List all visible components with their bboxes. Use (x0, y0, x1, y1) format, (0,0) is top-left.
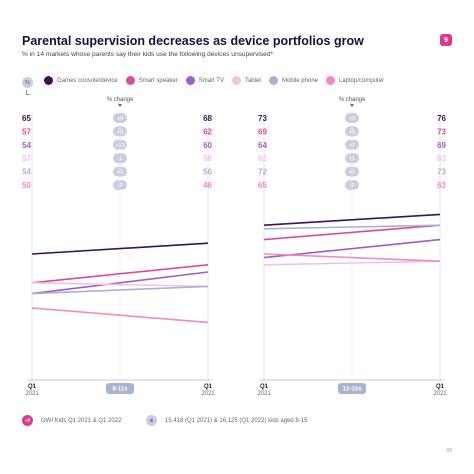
legend-item: Games console/device (44, 76, 118, 85)
base-text: 15,418 (Q1 2021) & 16,125 (Q1 2022) kids… (165, 417, 308, 424)
legend-swatch (185, 76, 195, 85)
change-value: +3 (349, 116, 355, 122)
legend-label: Tablet (244, 77, 261, 84)
value-2022: 46 (203, 181, 212, 190)
value-2021: 65 (22, 114, 31, 123)
page-title: Parental supervision decreases as device… (22, 34, 364, 48)
series-line (31, 307, 209, 324)
legend: Games console/device Smart speaker Smart… (44, 76, 384, 85)
value-2022: 73 (437, 168, 446, 177)
source-icon: +8 (22, 415, 33, 426)
x-tick-year: 2021 (25, 391, 39, 397)
change-pill (345, 153, 359, 164)
x-tick-year: 2022 (433, 391, 447, 397)
x-tick-year: 2021 (257, 391, 271, 397)
legend-swatch (326, 76, 335, 85)
group-label: 8-11s (112, 387, 128, 393)
footer-source: +8 GWI Kids Q1 2021 & Q1 2022 (22, 415, 121, 426)
value-2022: 56 (203, 154, 212, 163)
value-2021: 73 (258, 114, 267, 123)
source-text: GWI Kids Q1 2021 & Q1 2022 (41, 417, 122, 424)
value-2021: 72 (258, 168, 267, 177)
series-line (263, 260, 441, 266)
change-pill (345, 126, 359, 137)
series-line (31, 271, 209, 295)
value-2022: 62 (203, 127, 212, 136)
value-2022: 69 (437, 141, 446, 150)
page-number: 09 (446, 448, 452, 454)
value-2021: 57 (22, 154, 31, 163)
value-2021: 54 (22, 168, 31, 177)
x-tick-q: Q1 (28, 384, 37, 390)
value-2021: 69 (258, 127, 267, 136)
legend-item: Laptop/computer (326, 76, 384, 85)
value-2021: 65 (258, 181, 267, 190)
series-line (263, 224, 441, 230)
legend-item: Mobile phone (268, 76, 318, 85)
change-pill (113, 153, 127, 164)
legend-label: Smart TV (198, 77, 224, 84)
legend-label: Laptop/computer (339, 77, 385, 84)
x-tick-q: Q1 (204, 384, 213, 390)
x-tick-year: 2022 (201, 391, 215, 397)
value-2022: 73 (437, 127, 446, 136)
value-2022: 68 (203, 114, 212, 123)
x-tick-q: Q1 (436, 384, 445, 390)
legend-item: Tablet (231, 76, 261, 85)
series-line (31, 264, 209, 284)
series-line (263, 213, 441, 226)
pointer-arrow-icon (26, 90, 30, 95)
series-line (31, 242, 209, 255)
series-line (263, 224, 441, 241)
series-line (31, 285, 209, 295)
change-pill (113, 166, 127, 177)
legend-swatch (268, 76, 278, 85)
page-badge: 9 (440, 34, 452, 46)
legend-label: Games console/device (57, 77, 118, 84)
change-header: % change (107, 97, 134, 103)
series-line (263, 253, 441, 262)
value-2022: 60 (203, 141, 212, 150)
group-label: 12-15s (343, 387, 362, 393)
change-pill (113, 126, 127, 137)
value-2022: 76 (437, 114, 446, 123)
base-icon: ⊕ (146, 415, 157, 426)
legend-swatch (44, 76, 53, 85)
value-2021: 62 (258, 154, 267, 163)
change-value: +4 (117, 116, 123, 122)
legend-label: Smart speaker (138, 77, 178, 84)
series-line (31, 282, 209, 288)
legend-item: Smart speaker (125, 76, 178, 85)
legend-label: Mobile phone (281, 77, 318, 84)
change-value: -1 (118, 156, 123, 162)
percent-icon: % (22, 77, 33, 88)
value-2022: 63 (437, 154, 446, 163)
value-2021: 54 (22, 141, 31, 150)
group-pill (338, 383, 366, 394)
legend-swatch (231, 76, 241, 85)
change-pill (345, 166, 359, 177)
x-tick-q: Q1 (260, 384, 269, 390)
change-value: +1 (349, 156, 355, 162)
legend-swatch (125, 76, 135, 85)
page-subtitle: % in 14 markets whose parents say their … (22, 51, 274, 58)
footer-base: ⊕ 15,418 (Q1 2021) & 16,125 (Q1 2022) ki… (146, 415, 307, 426)
legend-item: Smart TV (185, 76, 224, 85)
change-header: % change (339, 97, 366, 103)
value-2022: 56 (203, 168, 212, 177)
group-pill (106, 383, 134, 394)
value-2021: 57 (22, 127, 31, 136)
value-2022: 63 (437, 181, 446, 190)
change-header-arrow-icon (350, 104, 354, 107)
change-header-arrow-icon (118, 104, 122, 107)
value-2021: 64 (258, 141, 267, 150)
value-2021: 50 (22, 181, 31, 190)
